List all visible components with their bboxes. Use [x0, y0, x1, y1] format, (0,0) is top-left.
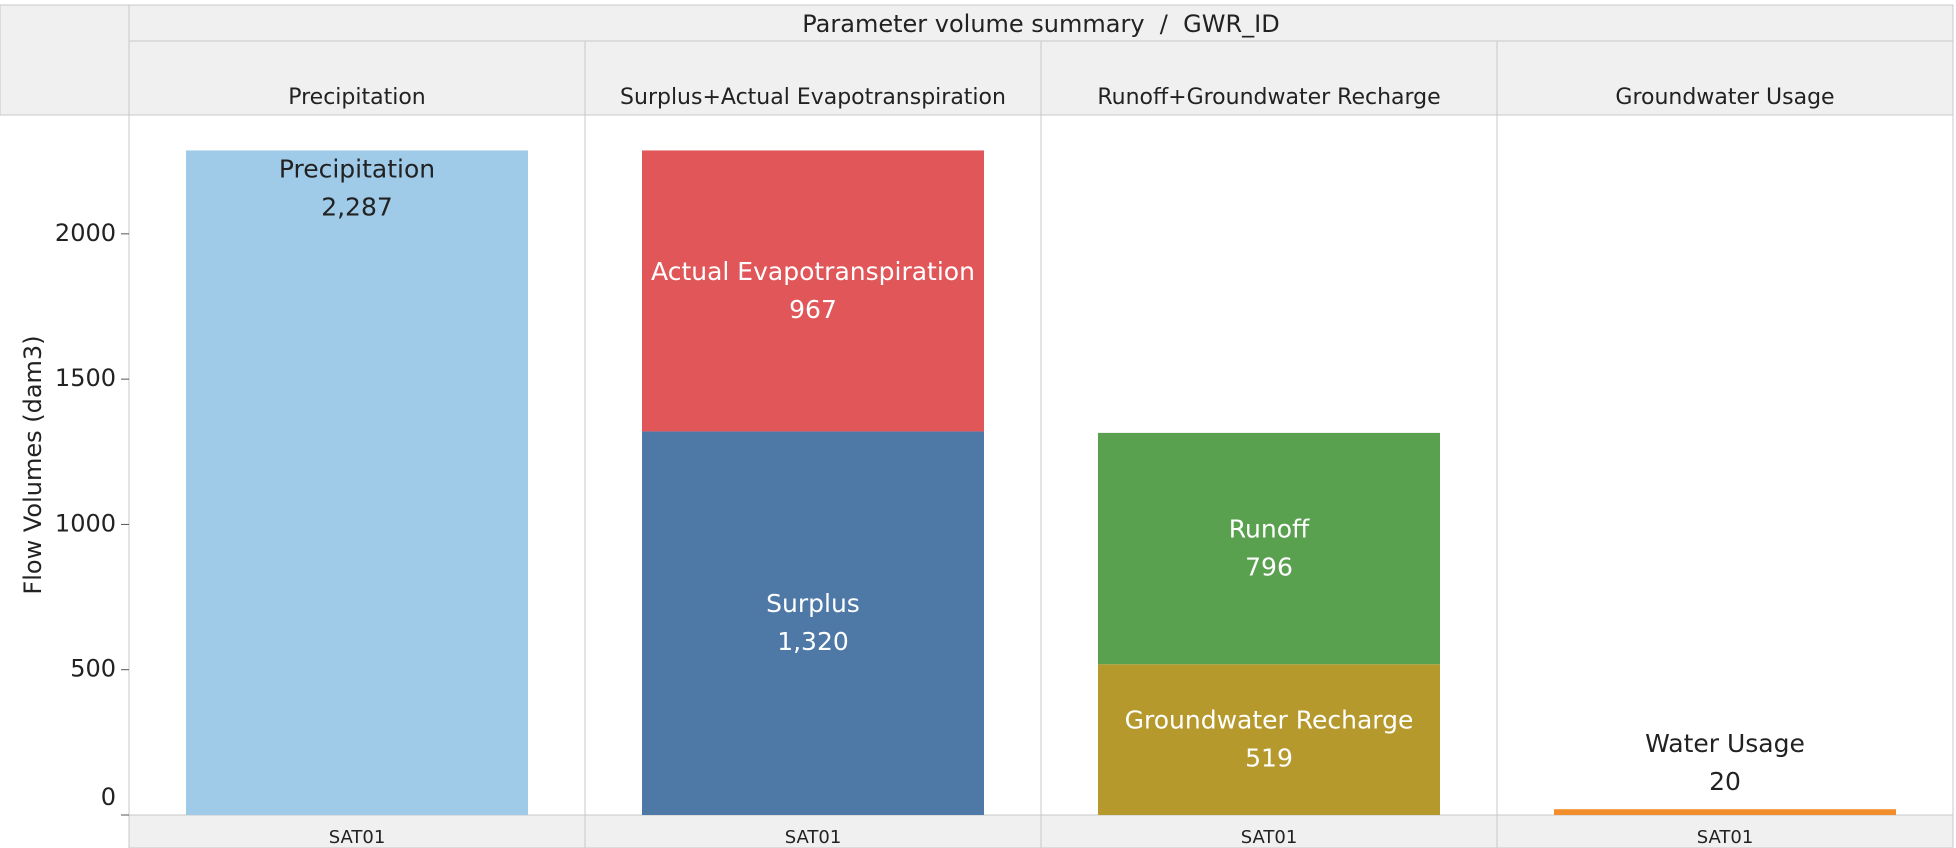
segment-label: Surplus	[766, 589, 860, 618]
y-tick-label: 1500	[55, 364, 116, 392]
y-tick-label: 500	[70, 655, 116, 683]
panel-header: Surplus+Actual Evapotranspiration	[620, 85, 1006, 110]
panel-header: Precipitation	[288, 85, 426, 110]
value-label: 20	[1709, 767, 1741, 796]
panel-header: Groundwater Usage	[1615, 85, 1834, 110]
panel-header: Runoff+Groundwater Recharge	[1097, 85, 1440, 110]
y-tick-label: 1000	[55, 509, 116, 537]
segment-label: Precipitation	[279, 154, 435, 183]
segment-label: Water Usage	[1645, 729, 1805, 758]
x-tick-label: SAT01	[785, 827, 842, 848]
bar-segment	[1098, 432, 1440, 665]
y-axis-label: Flow Volumes (dam3)	[19, 335, 47, 594]
value-label: 519	[1245, 744, 1293, 773]
value-label: 796	[1245, 553, 1293, 582]
bar-segment	[186, 150, 528, 816]
bar-segment	[1554, 809, 1896, 815]
x-tick-label: SAT01	[1697, 827, 1754, 848]
value-label: 2,287	[321, 192, 393, 221]
segment-label: Groundwater Recharge	[1125, 706, 1414, 735]
bar-segment	[642, 150, 984, 432]
bar-segment	[1098, 664, 1440, 815]
value-label: 967	[789, 295, 837, 324]
header-band	[0, 4, 1954, 116]
segment-label: Runoff	[1229, 515, 1310, 544]
x-tick-label: SAT01	[329, 827, 386, 848]
value-label: 1,320	[777, 627, 849, 656]
x-tick-label: SAT01	[1241, 827, 1298, 848]
segment-label: Actual Evapotranspiration	[651, 257, 975, 286]
bar-segment	[642, 431, 984, 815]
chart-title: Parameter volume summary / GWR_ID	[802, 10, 1279, 38]
y-tick-label: 2000	[55, 219, 116, 247]
y-tick-label: 0	[101, 783, 116, 811]
